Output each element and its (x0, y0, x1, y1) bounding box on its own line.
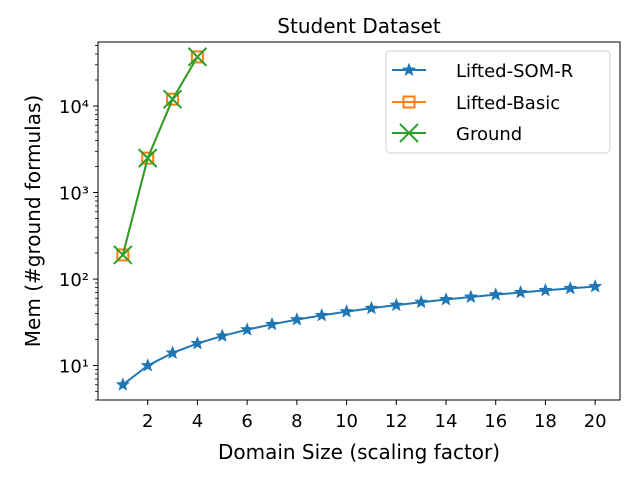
series-lifted-som-r (115, 279, 603, 391)
x-tick-label: 6 (241, 411, 252, 432)
data-point-lifted-som-r (588, 279, 603, 293)
data-point-lifted-som-r (513, 285, 528, 299)
y-tick-label: 10¹ (59, 357, 89, 378)
legend-item-lifted-som-r: Lifted-SOM-R (392, 61, 573, 82)
legend-item-ground: Ground (392, 123, 522, 145)
y-tick-label: 10² (59, 270, 89, 291)
data-point-lifted-som-r (538, 283, 553, 297)
data-point-lifted-som-r (215, 328, 230, 342)
y-axis-ticks: 10¹ 10² 10³ 10⁴ (59, 45, 98, 401)
data-point-lifted-som-r (488, 287, 503, 301)
data-point-lifted-som-r (240, 322, 255, 336)
x-tick-label: 2 (142, 411, 153, 432)
data-point-lifted-som-r (264, 316, 280, 331)
legend: Lifted-SOM-R Lifted-Basic Ground (385, 50, 611, 154)
x-tick-label: 20 (584, 411, 607, 432)
data-point-ground (138, 148, 158, 168)
data-point-lifted-som-r (339, 304, 354, 318)
x-axis-label: Domain Size (scaling factor) (218, 440, 500, 464)
x-tick-label: 10 (335, 411, 358, 432)
legend-label-lifted-basic: Lifted-Basic (456, 93, 560, 114)
legend-box (385, 50, 611, 154)
data-point-lifted-som-r (190, 336, 205, 350)
x-tick-label: 4 (192, 411, 203, 432)
data-point-lifted-basic (166, 92, 180, 106)
legend-symbol-ground (399, 123, 419, 143)
data-point-lifted-som-r (140, 358, 155, 372)
legend-item-lifted-basic: Lifted-Basic (392, 93, 560, 114)
data-point-lifted-som-r (314, 308, 329, 322)
x-tick-label: 18 (534, 411, 557, 432)
data-point-lifted-som-r (438, 292, 454, 306)
chart-title: Student Dataset (277, 14, 441, 38)
legend-symbol-lifted-basic (402, 95, 416, 109)
data-point-lifted-som-r (414, 294, 429, 309)
legend-marker-lifted-basic (402, 95, 416, 109)
data-point-lifted-som-r (389, 297, 404, 312)
series-line-ground (121, 56, 199, 256)
data-point-lifted-som-r (115, 377, 130, 391)
legend-symbol-lifted-som-r (401, 62, 417, 76)
data-point-ground (113, 245, 133, 265)
series-ground (113, 47, 208, 265)
y-tick-label: 10³ (59, 184, 89, 205)
data-point-lifted-som-r (463, 289, 478, 303)
series-layer (113, 47, 603, 391)
data-point-lifted-basic (141, 151, 155, 165)
y-axis-label: Mem (#ground formulas) (21, 95, 45, 347)
x-tick-label: 16 (484, 411, 507, 432)
x-tick-label: 12 (385, 411, 408, 432)
data-point-lifted-som-r (289, 312, 304, 326)
legend-label-lifted-som-r: Lifted-SOM-R (456, 61, 573, 82)
y-tick-label: 10⁴ (59, 97, 89, 118)
data-point-lifted-som-r (165, 345, 180, 359)
data-point-lifted-basic (116, 248, 130, 262)
legend-label-ground: Ground (456, 124, 522, 145)
data-point-ground (162, 89, 183, 109)
x-tick-label: 14 (435, 411, 458, 432)
legend-marker-lifted-som-r (401, 62, 417, 76)
legend-marker-ground (399, 123, 419, 143)
data-point-lifted-som-r (364, 300, 379, 315)
plot-frame (97, 41, 621, 401)
data-point-lifted-som-r (563, 281, 578, 295)
x-tick-label: 8 (291, 411, 302, 432)
data-point-ground (187, 47, 208, 67)
x-axis-ticks: 2 4 6 8 10 12 14 16 18 20 (142, 400, 607, 432)
data-point-lifted-basic (190, 50, 204, 64)
